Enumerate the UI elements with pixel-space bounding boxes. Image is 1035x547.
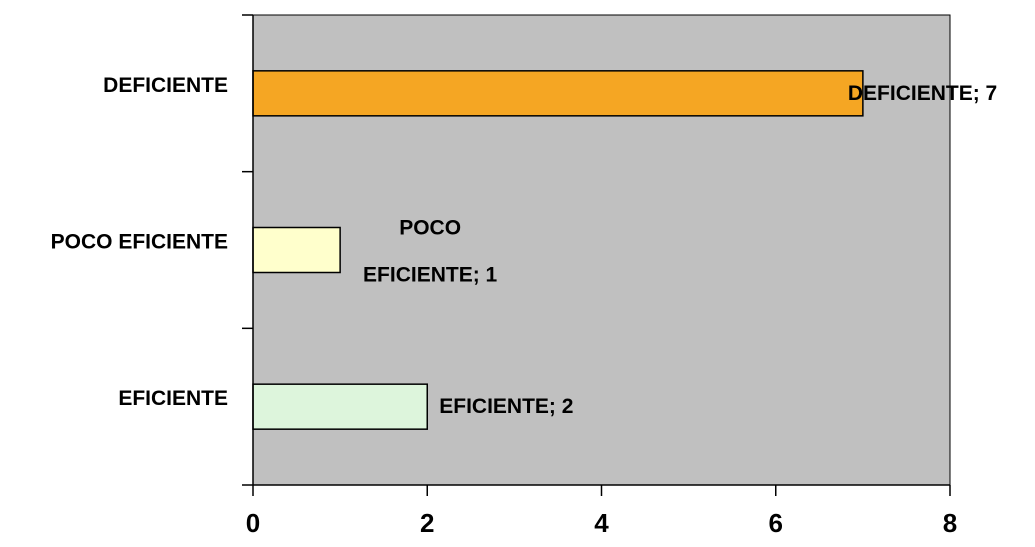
- bar-3: [252, 383, 428, 430]
- axes: [242, 14, 951, 496]
- bars: [252, 70, 864, 430]
- data-label-1: DEFICIENTE; 7: [848, 82, 997, 105]
- category-label-1: DEFICIENTE: [103, 74, 228, 97]
- category-label-3: EFICIENTE: [118, 387, 228, 410]
- bar-1: [252, 70, 864, 117]
- data-label-3: EFICIENTE; 2: [439, 395, 573, 418]
- x-tick-label-6: 6: [769, 508, 783, 538]
- x-tick-label-8: 8: [943, 508, 957, 538]
- x-tick-label-2: 2: [420, 508, 434, 538]
- data-label-2: POCO: [399, 217, 461, 240]
- bar-2: [252, 226, 341, 274]
- x-tick-label-0: 0: [246, 508, 260, 538]
- category-label-2: POCO EFICIENTE: [51, 231, 228, 254]
- labels: DEFICIENTE DEFICIENTE; 7 POCO EFICIENTE POC…: [51, 74, 998, 538]
- data-label-2-line2: EFICIENTE; 1: [363, 264, 498, 287]
- x-tick-label-4: 4: [594, 508, 609, 538]
